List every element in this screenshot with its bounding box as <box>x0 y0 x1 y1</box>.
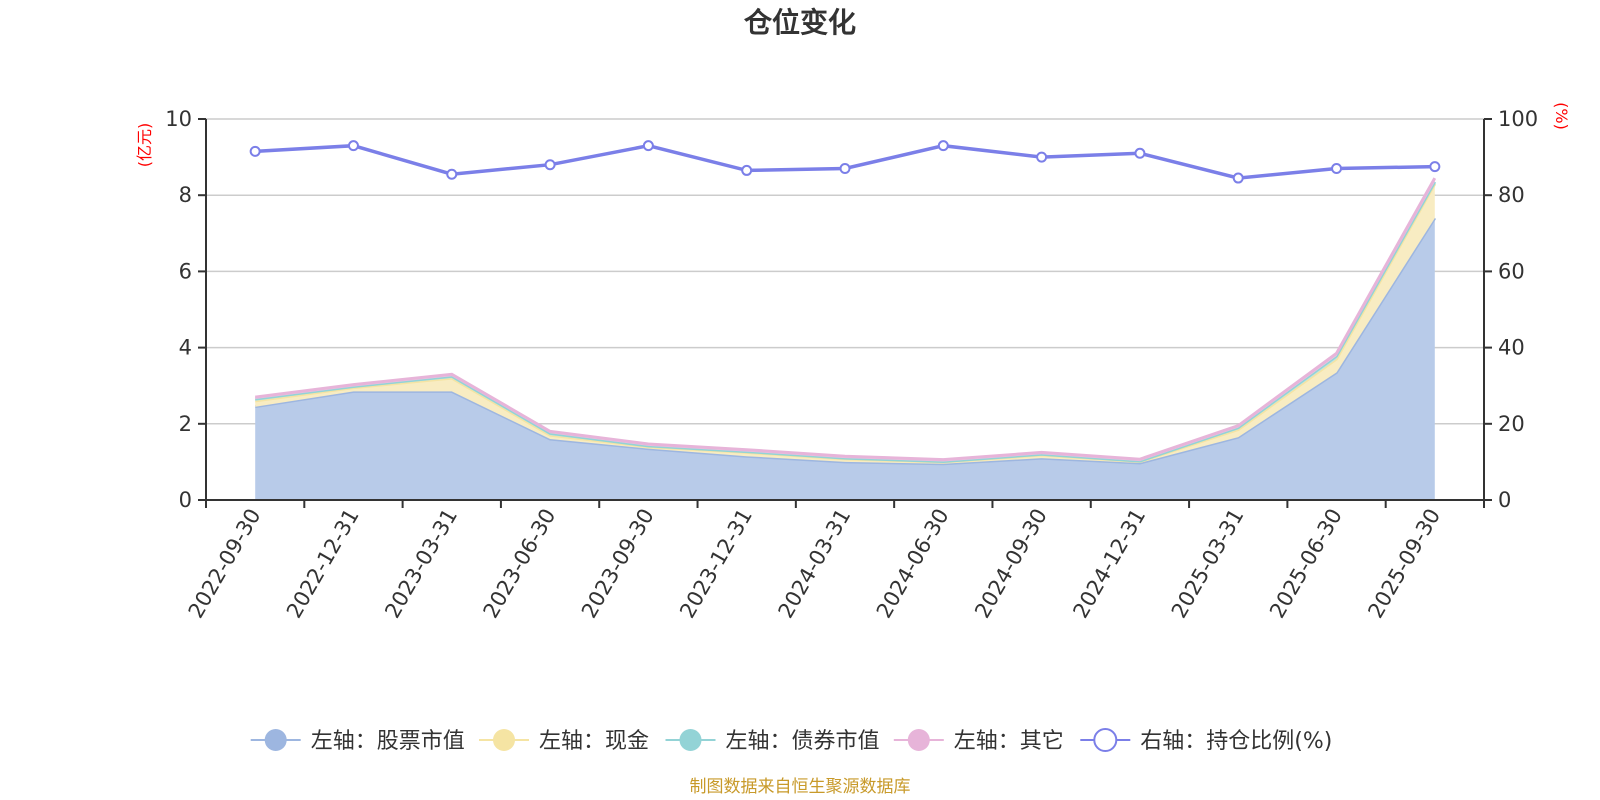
legend-label: 左轴：其它 <box>954 729 1064 754</box>
holding-ratio-point <box>642 140 654 152</box>
x-axis-tick-label: 2024-09-30 <box>970 505 1052 623</box>
right-axis-unit: (%) <box>1552 102 1571 130</box>
legend-marker <box>264 729 287 751</box>
source-note: 制图数据来自恒生聚源数据库 <box>690 777 911 797</box>
left-axis-unit: (亿元) <box>135 123 154 168</box>
left-axis-tick-label: 4 <box>179 336 192 360</box>
legend-item: 左轴：其它 <box>893 729 1064 754</box>
holding-ratio-point <box>937 140 949 152</box>
legend-marker <box>679 729 702 751</box>
left-axis-tick-label: 10 <box>165 107 192 131</box>
holding-ratio-point <box>1134 147 1146 159</box>
chart-title: 仓位变化 <box>744 6 856 39</box>
legend-marker <box>493 729 515 751</box>
line-layer <box>249 140 1441 184</box>
area-series-0 <box>255 218 1435 500</box>
legend-item: 左轴：现金 <box>479 729 649 754</box>
x-axis-tick-label: 2023-03-31 <box>380 505 462 623</box>
holding-ratio-point <box>1429 161 1441 173</box>
left-axis-tick-label: 8 <box>179 183 192 207</box>
holding-ratio-point <box>1232 172 1244 184</box>
area-layer <box>254 177 1437 500</box>
holding-ratio-point <box>839 163 851 175</box>
legend-item: 左轴：股票市值 <box>250 729 465 754</box>
x-axis-tick-label: 2025-03-31 <box>1167 505 1249 623</box>
legend-item: 左轴：债券市值 <box>665 729 880 754</box>
x-axis-tick-label: 2025-09-30 <box>1363 505 1445 623</box>
legend-item: 右轴：持仓比例(%) <box>1080 728 1332 754</box>
right-axis-tick-label: 60 <box>1498 259 1525 283</box>
legend-marker <box>907 729 930 751</box>
x-axis-tick-label: 2022-09-30 <box>184 505 266 623</box>
legend: 左轴：股票市值 左轴：现金 左轴：债券市值 左轴：其它 右轴：持仓比例(%) <box>250 728 1332 754</box>
legend-label: 左轴：债券市值 <box>726 729 880 754</box>
holding-ratio-point <box>249 145 261 157</box>
x-axis-tick-label: 2024-03-31 <box>774 505 856 623</box>
x-axis-tick-label: 2025-06-30 <box>1265 505 1347 623</box>
right-axis-tick-label: 0 <box>1498 488 1511 512</box>
x-axis-tick-label: 2024-06-30 <box>872 504 954 622</box>
holding-ratio-point <box>544 159 556 171</box>
holding-ratio-point <box>741 164 753 176</box>
legend-label: 左轴：股票市值 <box>311 729 465 754</box>
area-series-3-edge <box>255 177 1437 462</box>
left-axis-tick-label: 0 <box>179 488 192 512</box>
right-axis-tick-label: 80 <box>1498 183 1525 207</box>
right-axis-tick-label: 100 <box>1498 107 1538 131</box>
holding-ratio-point <box>347 140 359 152</box>
left-axis-tick-label: 6 <box>179 259 192 283</box>
right-axis-tick-label: 20 <box>1498 412 1525 436</box>
x-axis-tick-label: 2023-12-31 <box>675 505 757 623</box>
x-axis-tick-label: 2022-12-31 <box>282 505 364 623</box>
x-axis-tick-label: 2024-12-31 <box>1068 505 1150 623</box>
holding-ratio-point <box>1331 163 1343 175</box>
legend-marker <box>1093 728 1118 752</box>
x-axis-tick-label: 2023-09-30 <box>577 505 659 623</box>
holding-ratio-point <box>1036 151 1048 163</box>
holding-ratio-point <box>446 168 458 180</box>
left-axis-tick-label: 2 <box>179 412 192 436</box>
right-axis-tick-label: 40 <box>1498 336 1525 360</box>
legend-label: 右轴：持仓比例(%) <box>1140 729 1332 754</box>
x-axis-tick-label: 2023-06-30 <box>479 505 561 623</box>
legend-label: 左轴：现金 <box>539 729 649 754</box>
